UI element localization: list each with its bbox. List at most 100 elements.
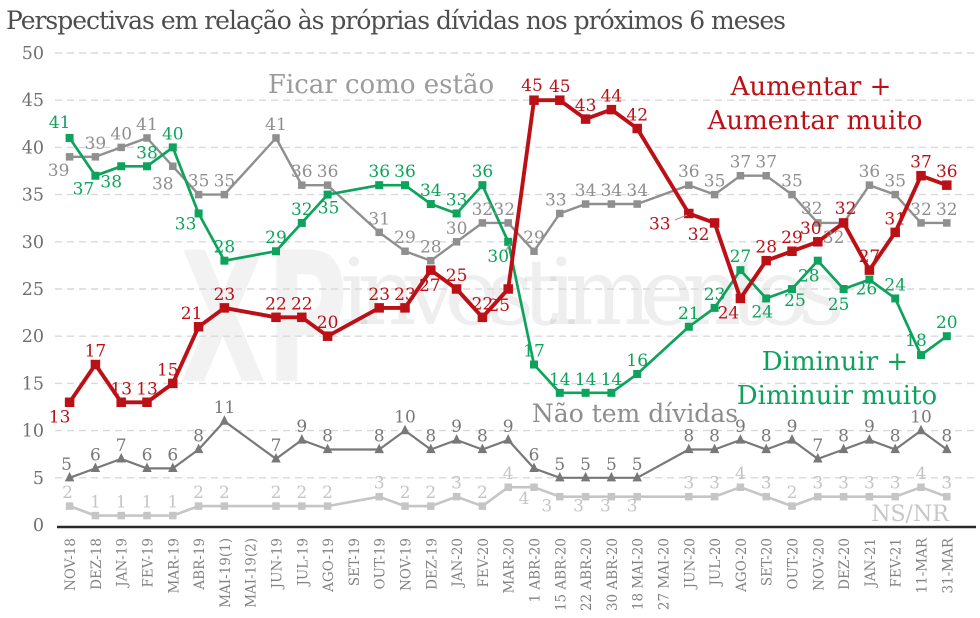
data-point-marker — [556, 492, 564, 501]
data-point-label: 32 — [801, 199, 823, 219]
data-point-label: 27 — [730, 247, 752, 267]
data-point-labels: 2 1 1 1 1 2 2 2 2 2 3 2 2 3 244 3 3 3 33 3 4 3 2 3 3 3 3 4 35 6 7 6 6811… — [48, 76, 958, 516]
data-point-label: 32 — [835, 199, 857, 219]
y-tick-label: 0 — [33, 516, 44, 536]
data-point-label: 8 — [322, 426, 333, 446]
data-point-label: 23 — [368, 285, 390, 305]
series-label-nao-tem-dividas: Não tem dívidas — [532, 399, 738, 428]
data-point-label: 5 — [61, 455, 72, 475]
data-point-label: 21 — [678, 304, 700, 324]
data-point-marker — [297, 434, 307, 444]
data-point-label: 3 — [890, 474, 901, 494]
data-point-label: 2 — [477, 483, 488, 503]
series-path — [68, 137, 948, 395]
data-point-marker — [194, 190, 203, 199]
data-point-marker — [530, 360, 538, 369]
data-point-label: 3 — [374, 474, 385, 494]
data-point-marker — [556, 209, 564, 218]
data-point-marker — [168, 143, 177, 152]
data-point-label: 37 — [910, 153, 932, 173]
y-tick-label: 15 — [22, 374, 44, 394]
data-point-label: 13 — [136, 379, 158, 399]
data-point-label: 35 — [884, 172, 906, 192]
data-point-marker — [787, 246, 797, 256]
data-point-marker — [401, 181, 409, 190]
data-point-marker — [426, 265, 436, 275]
data-point-label: 31 — [368, 209, 390, 229]
data-point-label: 34 — [575, 181, 597, 201]
data-point-marker — [865, 492, 874, 501]
data-point-label: 37 — [73, 180, 95, 200]
y-tick-label: 35 — [22, 186, 44, 206]
x-tick-label: MAR-20 — [502, 538, 518, 593]
data-point-marker — [65, 502, 74, 510]
data-point-marker — [117, 143, 125, 152]
data-point-marker — [865, 275, 874, 284]
data-point-marker — [762, 171, 770, 180]
data-point-label: 36 — [368, 162, 390, 182]
data-point-label: 31 — [884, 209, 906, 229]
data-point-label: 1 — [116, 493, 127, 513]
data-point-marker — [375, 181, 384, 190]
data-point-label: 38 — [136, 143, 158, 163]
data-point-label: 22 — [472, 294, 494, 314]
data-point-label: 16 — [626, 351, 648, 371]
data-point-label: 35 — [214, 172, 236, 192]
x-tick-label: AGO-19 — [321, 538, 337, 593]
data-point-label: 24 — [884, 275, 906, 295]
data-point-label: 28 — [420, 238, 442, 258]
data-point-marker — [530, 247, 538, 255]
data-point-label: 36 — [936, 162, 958, 182]
data-point-label: 18 — [905, 331, 927, 351]
data-point-label: 8 — [683, 426, 694, 446]
data-point-label: 2 — [322, 483, 333, 503]
data-point-marker — [452, 492, 461, 501]
data-point-label: 39 — [48, 161, 70, 181]
data-point-label: 3 — [451, 474, 462, 494]
data-point-label: 28 — [214, 238, 236, 258]
x-axis-tick-labels: NOV-18 DEZ-18 JAN-19 FEV-19 MAR-19 ABR-19 MAI-… — [63, 537, 956, 611]
data-point-marker — [90, 359, 101, 370]
data-point-marker — [709, 443, 720, 454]
data-point-marker — [555, 95, 565, 105]
data-point-label: 4 — [735, 464, 746, 484]
data-point-label: 3 — [573, 497, 584, 517]
data-point-label: 2 — [296, 483, 307, 503]
y-tick-label: 5 — [33, 469, 44, 489]
data-point-marker — [297, 218, 306, 227]
data-point-marker — [530, 483, 538, 491]
data-point-label: 10 — [394, 408, 416, 428]
x-tick-label: JAN-21 — [863, 538, 879, 589]
data-point-label: 15 — [157, 360, 179, 380]
data-point-marker — [91, 171, 100, 180]
series-line-aumentar — [64, 95, 952, 408]
x-tick-label: SET-20 — [760, 538, 776, 586]
data-point-label: 32 — [493, 200, 515, 220]
data-point-label: 33 — [175, 214, 197, 234]
data-point-marker — [323, 502, 332, 510]
series-label-nsnr: NS/NR — [871, 502, 950, 527]
data-point-label: 34 — [626, 181, 648, 201]
data-point-label: 29 — [523, 228, 545, 248]
data-point-label: 3 — [683, 474, 694, 494]
data-point-marker — [375, 492, 383, 501]
data-point-label: 6 — [90, 445, 101, 465]
data-point-marker — [65, 133, 74, 142]
data-point-label: 7 — [116, 436, 127, 456]
data-point-marker — [891, 294, 900, 303]
data-point-marker — [323, 181, 332, 189]
data-point-marker — [503, 284, 513, 294]
data-point-marker — [580, 114, 591, 124]
data-point-label: 45 — [521, 76, 543, 96]
data-point-marker — [891, 492, 899, 501]
data-point-marker — [607, 388, 616, 397]
data-point-label: 9 — [451, 417, 462, 437]
data-point-marker — [710, 190, 719, 199]
data-point-marker — [607, 200, 616, 208]
data-point-label: 32 — [936, 200, 958, 220]
data-point-marker — [477, 312, 488, 323]
data-point-label: 9 — [787, 417, 798, 437]
data-point-label: 10 — [910, 408, 932, 428]
data-point-marker — [91, 153, 100, 161]
data-point-label: 28 — [798, 267, 820, 287]
